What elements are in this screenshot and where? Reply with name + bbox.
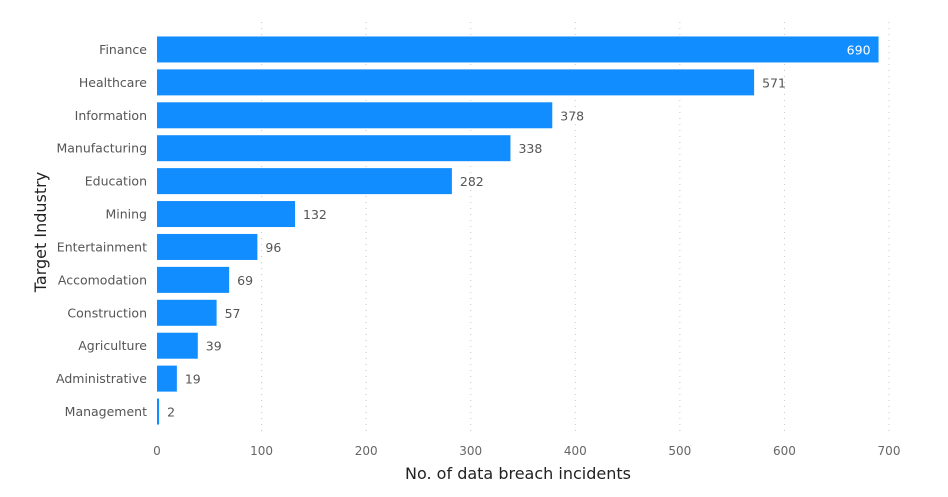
x-tick-label: 300 <box>459 444 482 458</box>
data-label: 690 <box>847 42 871 57</box>
bar <box>157 266 230 293</box>
x-tick-label: 0 <box>153 444 161 458</box>
category-label: Construction <box>67 305 147 320</box>
x-axis-title: No. of data breach incidents <box>405 464 631 483</box>
x-tick-label: 200 <box>355 444 378 458</box>
x-tick-label: 100 <box>250 444 273 458</box>
data-label: 39 <box>206 339 222 354</box>
category-label: Entertainment <box>57 239 147 254</box>
x-tick-label: 600 <box>773 444 796 458</box>
category-labels: Finance Healthcare Information Manufacturin… <box>56 42 147 419</box>
x-tick-label: 700 <box>878 444 901 458</box>
data-label: 571 <box>762 75 786 90</box>
category-label: Information <box>75 108 147 123</box>
category-label: Healthcare <box>79 75 147 90</box>
data-label: 57 <box>225 306 241 321</box>
category-label: Mining <box>105 207 147 222</box>
bar <box>157 36 879 63</box>
y-axis-title: Target Industry <box>31 172 50 293</box>
bar <box>157 135 511 162</box>
bars <box>157 36 879 425</box>
bar <box>157 233 258 260</box>
x-tick-label: 500 <box>668 444 691 458</box>
data-label: 96 <box>265 240 281 255</box>
category-label: Administrative <box>56 371 147 386</box>
bar <box>157 201 296 228</box>
bar <box>157 365 177 392</box>
bar <box>157 398 160 425</box>
category-label: Education <box>85 174 147 189</box>
data-label: 69 <box>237 273 253 288</box>
bar <box>157 332 198 359</box>
data-label: 2 <box>167 405 175 420</box>
x-axis-ticks: 0 100 200 300 400 500 600 700 <box>153 444 900 458</box>
category-label: Finance <box>99 42 147 57</box>
data-label: 338 <box>518 141 542 156</box>
data-label: 378 <box>560 108 584 123</box>
bar <box>157 69 755 96</box>
bar <box>157 168 452 195</box>
bar <box>157 299 217 326</box>
data-labels: 690 571 378 338 282 132 96 69 57 39 19 2 <box>167 42 870 419</box>
x-tick-label: 400 <box>564 444 587 458</box>
category-label: Manufacturing <box>56 141 147 156</box>
category-label: Agriculture <box>78 338 147 353</box>
data-label: 282 <box>460 174 484 189</box>
bar <box>157 102 553 129</box>
category-label: Accomodation <box>58 272 147 287</box>
data-label: 132 <box>303 207 327 222</box>
category-label: Management <box>65 404 147 419</box>
data-label: 19 <box>185 372 201 387</box>
